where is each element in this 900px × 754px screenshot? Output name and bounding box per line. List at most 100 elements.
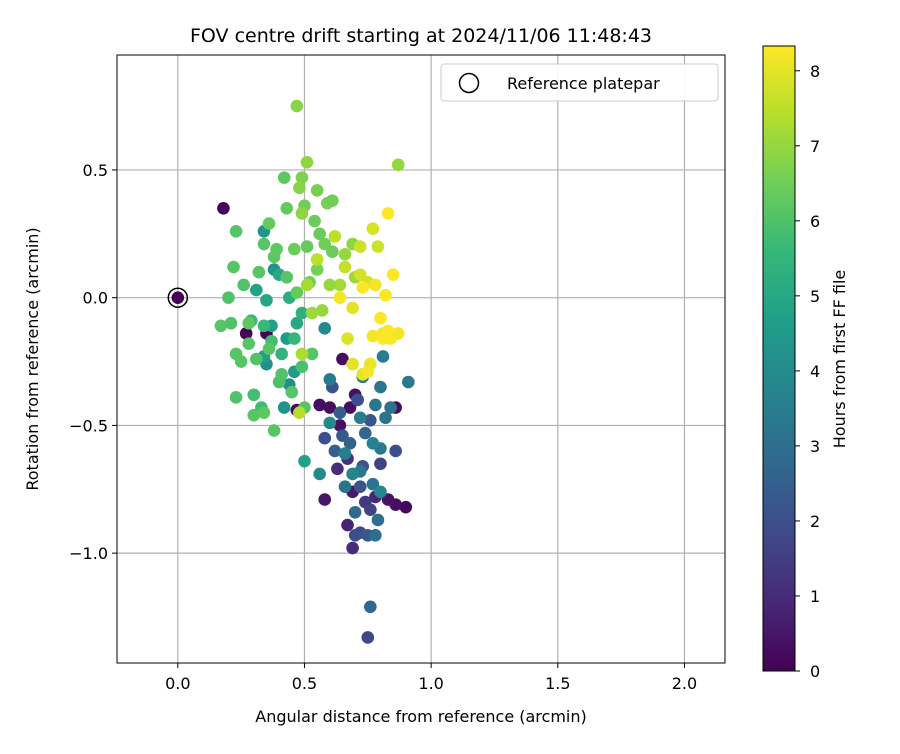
- data-point: [295, 207, 309, 220]
- data-point: [343, 437, 357, 450]
- data-point: [257, 237, 271, 251]
- data-point: [295, 360, 309, 373]
- data-point: [290, 99, 304, 113]
- colorbar-tick-label: 2: [810, 512, 820, 531]
- plot-frame: [116, 54, 726, 664]
- data-point: [227, 260, 240, 274]
- data-point: [374, 457, 387, 471]
- data-point: [391, 327, 405, 340]
- data-point: [267, 424, 281, 437]
- data-point: [366, 222, 380, 236]
- y-tick-label: −0.5: [69, 416, 108, 435]
- data-point: [346, 357, 359, 371]
- data-point: [361, 365, 375, 379]
- legend-label: Reference platepar: [507, 74, 660, 93]
- data-point: [250, 352, 263, 366]
- data-point: [348, 528, 362, 542]
- data-point: [300, 155, 314, 169]
- y-tick-label: 0.5: [83, 161, 108, 180]
- data-point: [333, 291, 347, 304]
- data-point: [229, 224, 243, 238]
- data-point: [371, 513, 385, 527]
- x-tick-label: 1.5: [545, 674, 570, 693]
- data-point: [214, 319, 228, 333]
- grid-lines: [117, 55, 725, 663]
- data-point: [257, 319, 271, 333]
- data-point: [275, 347, 288, 361]
- data-point: [374, 311, 387, 325]
- data-point: [305, 306, 319, 320]
- data-point: [310, 184, 324, 197]
- data-point: [386, 268, 400, 281]
- data-point: [305, 347, 319, 361]
- colorbar-ticks: 0 1 2 3 4 5 6 7 8: [795, 62, 820, 681]
- colorbar-tick-label: 3: [810, 437, 820, 456]
- data-point: [346, 301, 359, 315]
- data-point: [250, 283, 263, 297]
- x-tick-label: 0.0: [165, 674, 190, 693]
- data-point: [376, 350, 390, 363]
- data-point: [348, 505, 362, 519]
- data-point: [333, 406, 347, 419]
- data-point: [353, 480, 367, 494]
- data-point: [381, 207, 395, 220]
- data-point: [295, 347, 309, 361]
- y-tick-label: −1.0: [69, 544, 108, 563]
- data-point: [234, 355, 248, 368]
- data-point: [381, 493, 395, 506]
- data-point: [366, 437, 380, 450]
- data-point: [318, 493, 332, 506]
- colorbar-tick-label: 8: [810, 62, 820, 81]
- data-point: [364, 600, 377, 614]
- data-point: [229, 391, 243, 404]
- data-point: [252, 265, 266, 279]
- colorbar-tick-label: 7: [810, 137, 820, 156]
- data-point: [275, 368, 288, 381]
- legend-marker: [458, 72, 480, 94]
- data-point: [369, 528, 382, 542]
- data-point: [323, 278, 337, 292]
- data-point: [270, 242, 283, 256]
- data-point: [298, 454, 311, 468]
- data-point: [300, 240, 314, 253]
- colorbar-gradient: [762, 45, 796, 672]
- data-point: [280, 201, 294, 215]
- data-point: [247, 408, 261, 422]
- data-point: [326, 245, 339, 259]
- data-point: [247, 388, 261, 402]
- data-point: [366, 329, 380, 343]
- data-point: [336, 352, 349, 366]
- data-point: [353, 411, 367, 425]
- data-point: [242, 337, 256, 350]
- data-point: [262, 217, 276, 230]
- data-point: [290, 316, 304, 330]
- data-point: [366, 477, 380, 491]
- colorbar: 0 1 2 3 4 5 6 7 8 Hours from first FF file: [762, 45, 849, 681]
- legend: Reference platepar: [440, 63, 719, 102]
- colorbar-tick-label: 4: [810, 362, 820, 381]
- colorbar-label: Hours from first FF file: [830, 270, 849, 449]
- data-point: [361, 631, 375, 644]
- data-point: [379, 288, 392, 302]
- chart-title: FOV centre drift starting at 2024/11/06 …: [190, 25, 652, 47]
- data-point: [374, 485, 387, 499]
- data-point: [328, 444, 342, 458]
- data-point: [237, 278, 250, 292]
- x-axis-label: Angular distance from reference (arcmin): [255, 707, 586, 726]
- data-point: [341, 518, 354, 532]
- data-point: [277, 171, 291, 184]
- data-point: [391, 158, 405, 172]
- data-point: [384, 401, 397, 414]
- data-point: [379, 411, 392, 425]
- data-point: [288, 242, 301, 256]
- data-point: [323, 416, 337, 430]
- data-point: [369, 398, 382, 412]
- data-point: [290, 286, 304, 299]
- data-point: [295, 306, 309, 320]
- data-points: [214, 99, 415, 644]
- y-axis-label: Rotation from reference (arcmin): [23, 227, 42, 490]
- reference-ring: [167, 287, 189, 308]
- x-tick-label: 2.0: [672, 674, 697, 693]
- data-point: [260, 293, 273, 307]
